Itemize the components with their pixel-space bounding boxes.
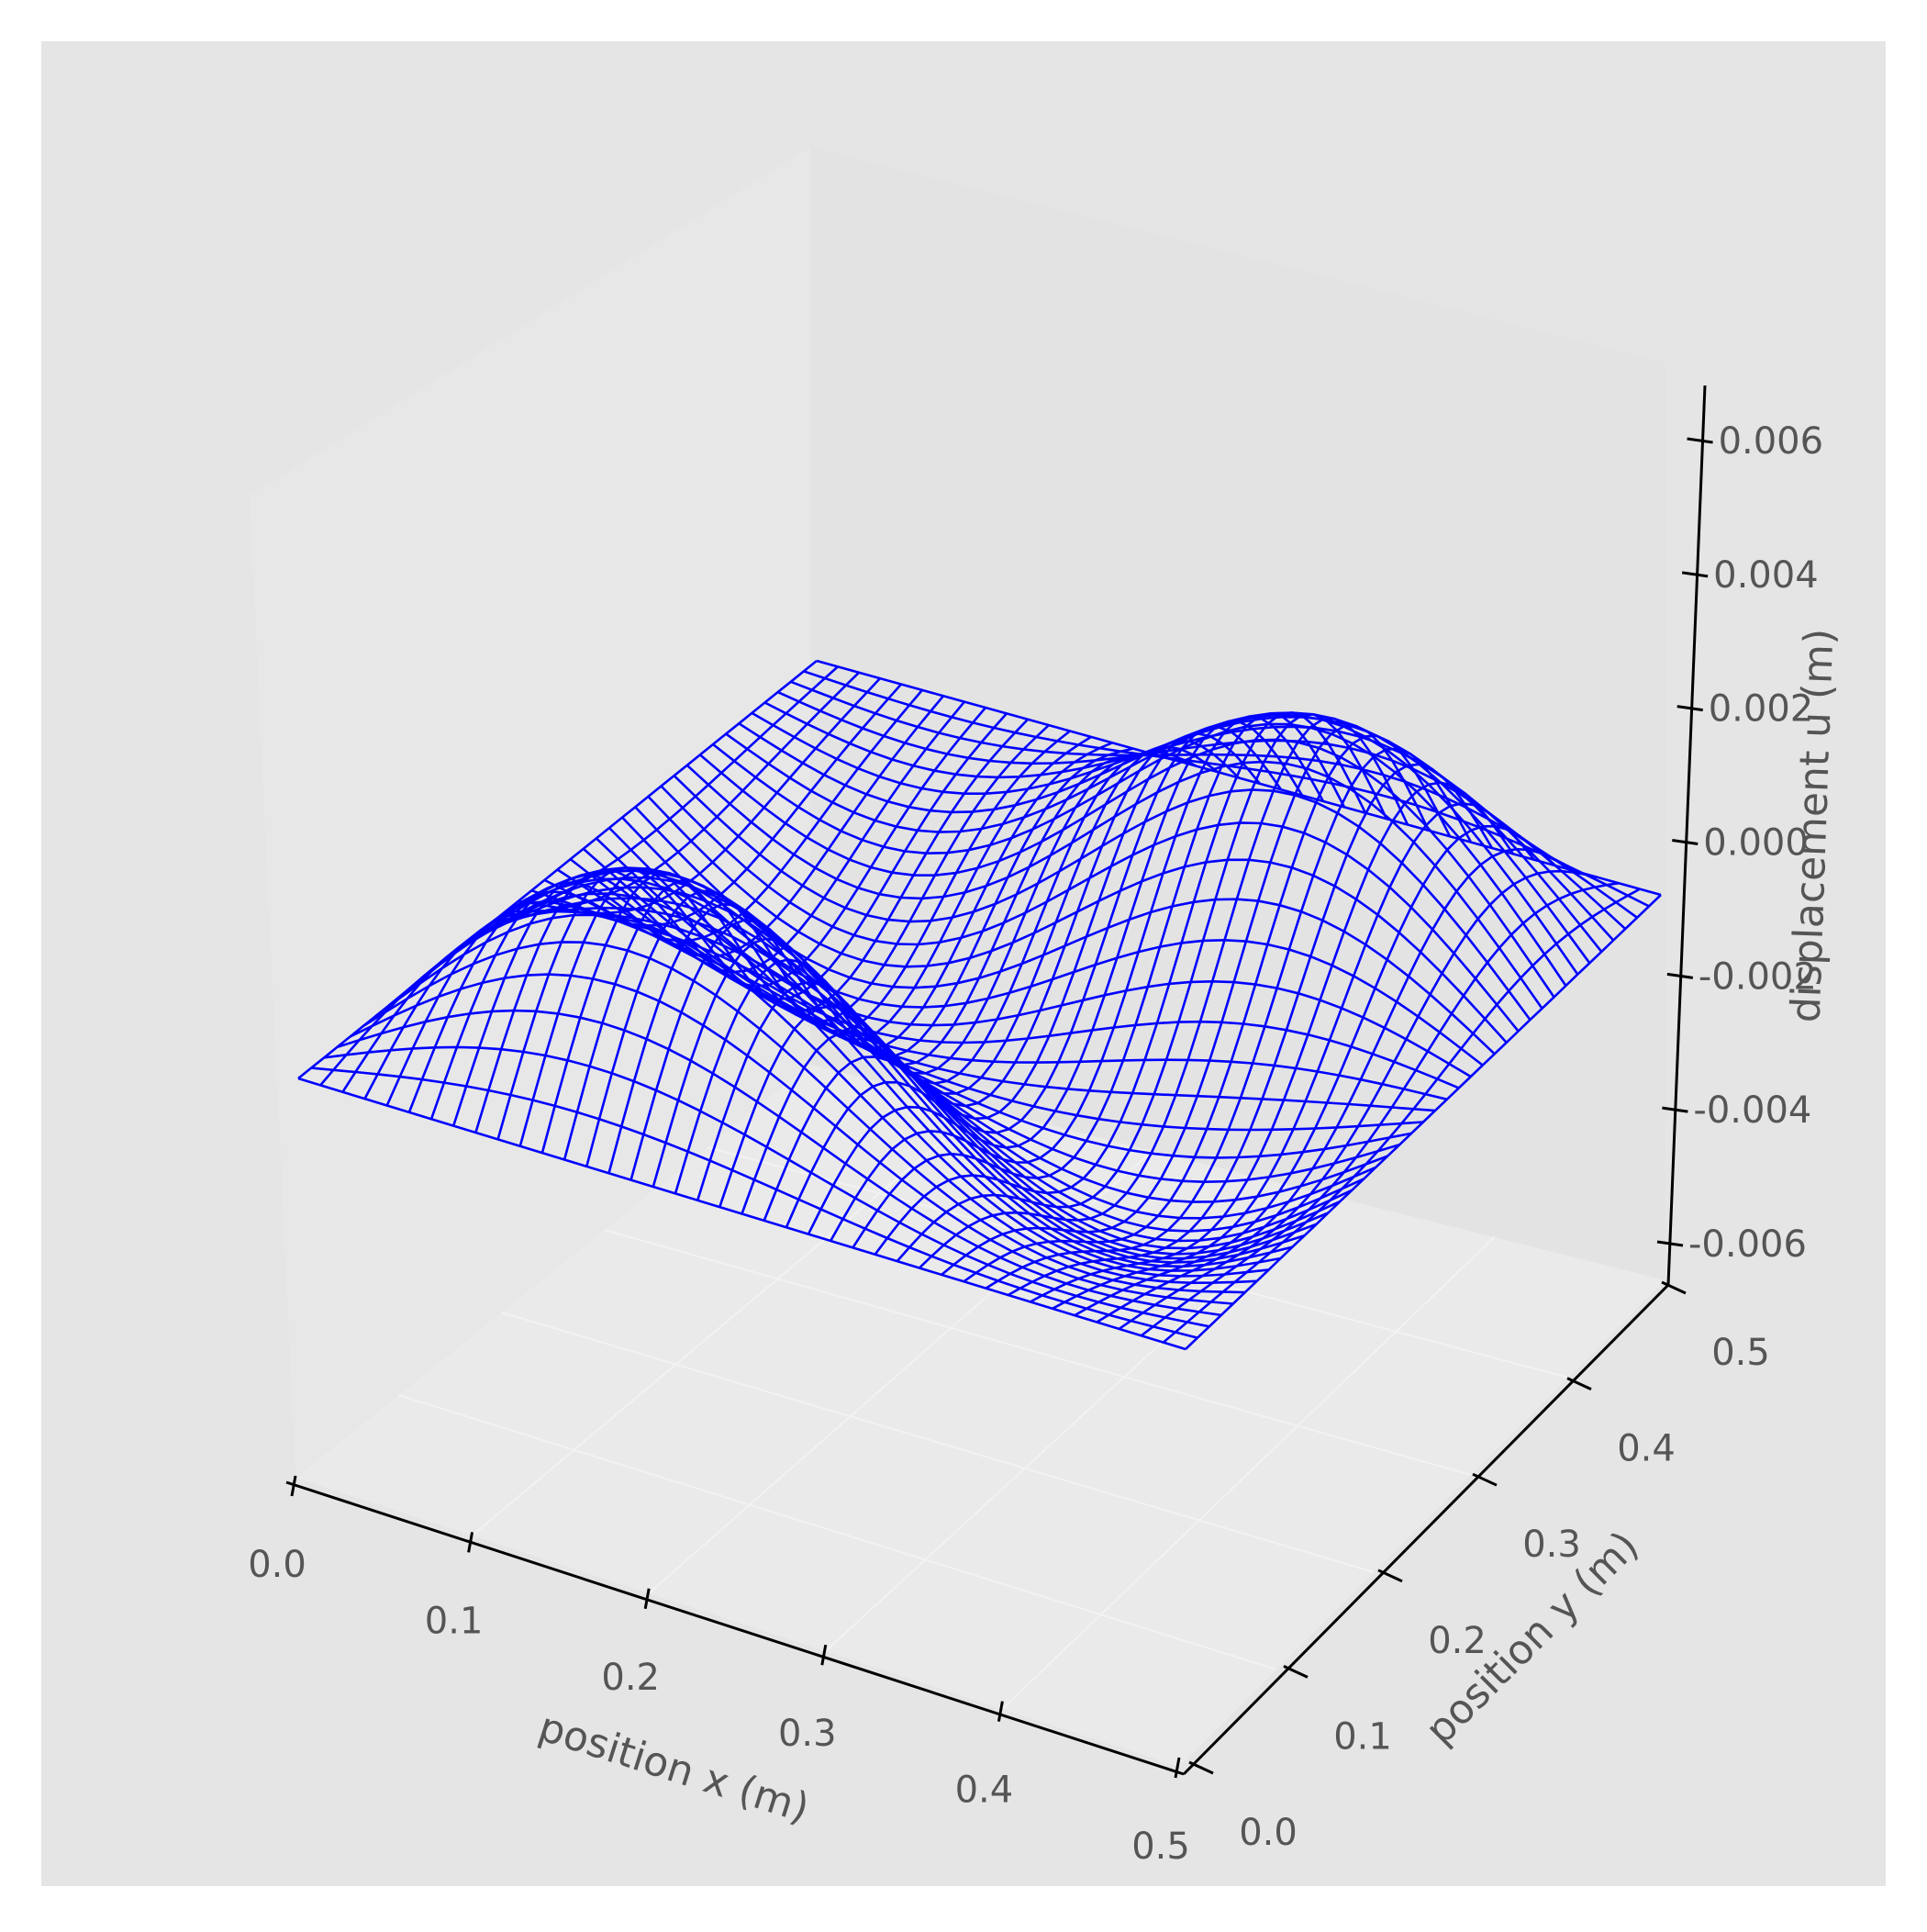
z-tick-label: -0.006 — [1688, 1223, 1807, 1266]
x-tick-mark — [467, 1532, 474, 1553]
y-tick-label: 0.4 — [1617, 1428, 1676, 1470]
x-tick-mark — [820, 1644, 828, 1666]
wire-line-const-y — [751, 711, 1603, 953]
wire-line-const-y — [362, 941, 1245, 1294]
y-tick-mark — [1566, 1377, 1592, 1390]
wire-line-const-y — [427, 866, 1305, 1264]
floor-gridline-y — [501, 1312, 1375, 1573]
wire-line-const-y — [324, 1045, 1210, 1328]
z-tick-label: 0.000 — [1703, 822, 1809, 865]
wire-line-const-y — [297, 1077, 1186, 1351]
wire-line-const-y — [685, 760, 1543, 1010]
back-pane — [810, 147, 1665, 1280]
axis-grid — [397, 1107, 1569, 1710]
wire-line-const-y — [673, 775, 1532, 1021]
z-tick-mark — [1676, 705, 1703, 712]
wireframe-surface — [297, 659, 1662, 1351]
z-tick-label: 0.006 — [1719, 420, 1824, 463]
y-tick-label: 0.1 — [1333, 1715, 1392, 1758]
x-tick-label: 0.0 — [248, 1544, 306, 1586]
z-tick-mark — [1662, 1106, 1688, 1113]
y-tick-label: 0.5 — [1711, 1332, 1770, 1374]
wire-line-const-y — [337, 1009, 1221, 1317]
floor-gridline-x — [825, 1193, 1324, 1652]
floor-gridline-x — [648, 1150, 1153, 1594]
wire-line-const-y — [777, 690, 1627, 931]
x-tick-label: 0.5 — [1131, 1826, 1190, 1868]
wire-line-const-y — [518, 899, 1388, 1203]
wire-line-const-y — [582, 847, 1448, 1101]
y-tick-mark — [1188, 1760, 1214, 1775]
floor-gridline-x — [1001, 1236, 1496, 1710]
wire-line-const-y — [608, 827, 1472, 1078]
y-tick-mark — [1377, 1569, 1403, 1583]
y-tick-label: 0.0 — [1239, 1812, 1298, 1854]
axis-lines — [285, 385, 1707, 1776]
z-axis-line — [1666, 385, 1707, 1286]
y-tick-mark — [1472, 1472, 1498, 1487]
z-tick-label: -0.004 — [1693, 1089, 1811, 1132]
x-tick-label: 0.4 — [955, 1770, 1014, 1812]
x-tick-label: 0.2 — [601, 1657, 660, 1699]
z-tick-label: 0.004 — [1713, 554, 1819, 597]
wire-line-const-y — [647, 796, 1508, 1044]
y-tick-label: 0.3 — [1522, 1524, 1581, 1566]
wire-line-const-y — [621, 816, 1484, 1067]
floor-gridline-y — [604, 1229, 1472, 1476]
wire-line-const-y — [595, 837, 1460, 1089]
wire-line-const-y — [660, 785, 1520, 1033]
z-tick-label: -0.002 — [1699, 955, 1817, 998]
axis-ticks: 0.0 0.1 0.2 0.3 0.4 0.5 0.0 0.1 0.2 0.3 0.4 0.5 -0.0… — [248, 420, 1823, 1868]
z-tick-mark — [1672, 839, 1699, 845]
floor-gridline-y — [397, 1394, 1277, 1670]
wire-line-const-y — [556, 868, 1424, 1132]
y-axis-line — [1182, 1283, 1670, 1776]
wire-line-const-y — [763, 701, 1615, 942]
x-tick-label: 0.3 — [778, 1713, 837, 1755]
z-tick-mark — [1681, 571, 1709, 578]
wire-line-const-y — [310, 1067, 1198, 1339]
y-tick-mark — [1283, 1665, 1309, 1679]
z-tick-mark — [1656, 1240, 1684, 1247]
wire-line-const-y — [634, 806, 1496, 1055]
z-tick-mark — [1687, 437, 1713, 444]
x-tick-label: 0.1 — [425, 1600, 484, 1642]
wire-line-const-y — [375, 913, 1257, 1285]
y-tick-label: 0.2 — [1428, 1620, 1487, 1662]
x-axis-line — [285, 1480, 1185, 1776]
wire-line-const-y — [803, 670, 1650, 908]
x-tick-mark — [643, 1588, 651, 1610]
wire-line-const-y — [569, 858, 1436, 1112]
wire-line-const-y — [349, 973, 1233, 1305]
z-tick-mark — [1666, 972, 1694, 979]
wire-line-const-y — [816, 659, 1662, 897]
x-tick-mark — [290, 1475, 297, 1497]
x-tick-mark — [997, 1701, 1004, 1722]
z-tick-label: 0.002 — [1709, 688, 1814, 731]
x-tick-mark — [1174, 1757, 1181, 1779]
floor-gridline-x — [471, 1107, 983, 1536]
y-tick-mark — [1661, 1280, 1687, 1295]
wire-line-const-y — [699, 738, 1555, 999]
wire-line-const-y — [388, 892, 1269, 1278]
wire-line-const-y — [790, 680, 1638, 919]
wire-line-const-y — [712, 722, 1567, 987]
